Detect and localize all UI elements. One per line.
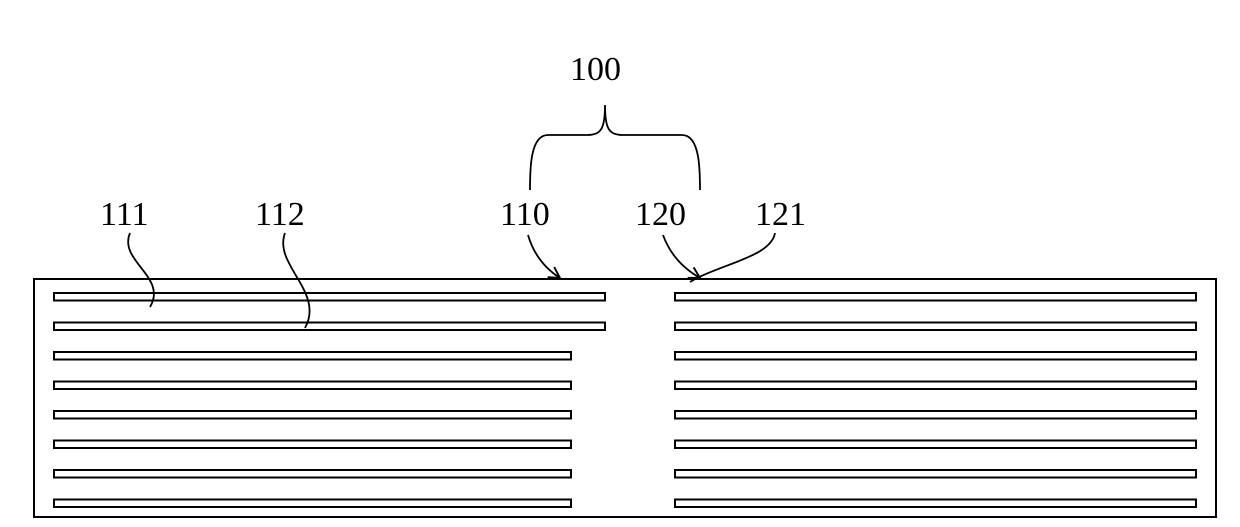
label-120: 120 bbox=[635, 196, 686, 233]
leader-111 bbox=[128, 233, 154, 307]
leader-112 bbox=[283, 233, 309, 328]
label-100: 100 bbox=[570, 51, 621, 88]
right-slot bbox=[675, 500, 1196, 508]
right-slot bbox=[675, 293, 1196, 301]
left-block bbox=[54, 293, 605, 507]
left-slot bbox=[54, 500, 571, 508]
label-110: 110 bbox=[500, 196, 550, 233]
right-slot bbox=[675, 352, 1196, 360]
label-121: 121 bbox=[755, 196, 806, 233]
arrow-110 bbox=[528, 235, 560, 278]
label-111: 111 bbox=[100, 196, 148, 233]
left-slot bbox=[54, 441, 571, 449]
outer-rect bbox=[34, 279, 1216, 517]
right-slot bbox=[675, 470, 1196, 478]
right-slot bbox=[675, 323, 1196, 331]
label-112: 112 bbox=[255, 196, 305, 233]
right-slot bbox=[675, 382, 1196, 390]
left-slot bbox=[54, 470, 571, 478]
left-slot bbox=[54, 323, 605, 331]
right-block bbox=[675, 293, 1196, 507]
arrow-120 bbox=[663, 235, 700, 278]
leader-121 bbox=[690, 233, 775, 282]
right-slot bbox=[675, 411, 1196, 419]
left-slot bbox=[54, 352, 571, 360]
left-slot bbox=[54, 382, 571, 390]
left-slot bbox=[54, 293, 605, 301]
right-slot bbox=[675, 441, 1196, 449]
left-slot bbox=[54, 411, 571, 419]
brace-100 bbox=[530, 105, 700, 190]
